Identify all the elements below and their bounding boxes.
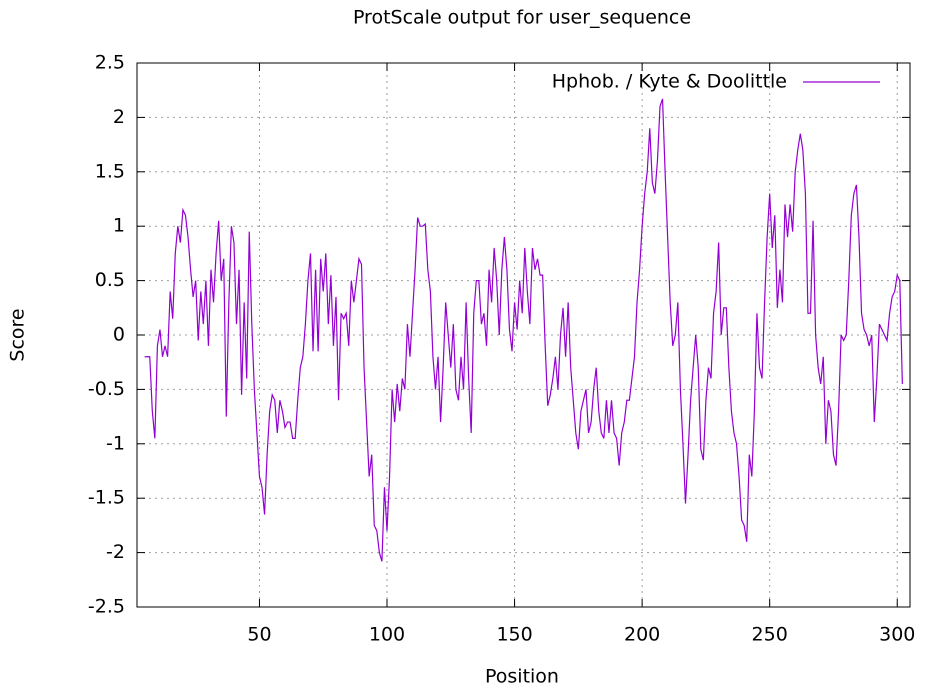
x-tick-label: 300 — [879, 624, 915, 646]
y-tick-label: 1.5 — [95, 160, 125, 182]
y-tick-label: -1.5 — [88, 487, 125, 509]
y-tick-label: 2 — [113, 106, 125, 128]
x-tick-label: 150 — [496, 624, 532, 646]
y-tick-label: -2 — [106, 541, 125, 563]
y-tick-label: -2.5 — [88, 596, 125, 618]
x-tick-label: 100 — [369, 624, 405, 646]
x-tick-label: 50 — [247, 624, 271, 646]
plot-border — [136, 62, 911, 608]
legend-label: Hphob. / Kyte & Doolittle — [552, 71, 787, 93]
y-tick-label: -1 — [106, 432, 125, 454]
y-tick-label: -0.5 — [88, 378, 125, 400]
y-tick-label: 0.5 — [95, 269, 125, 291]
chart-title: ProtScale output for user_sequence — [353, 7, 691, 29]
x-tick-label: 250 — [752, 624, 788, 646]
y-tick-label: 0 — [113, 324, 125, 346]
y-axis-label: Score — [7, 308, 29, 361]
data-line — [144, 98, 903, 562]
x-tick-label: 200 — [624, 624, 660, 646]
y-tick-label: 2.5 — [95, 52, 125, 74]
y-tick-label: 1 — [113, 215, 125, 237]
x-axis-label: Position — [485, 666, 559, 688]
